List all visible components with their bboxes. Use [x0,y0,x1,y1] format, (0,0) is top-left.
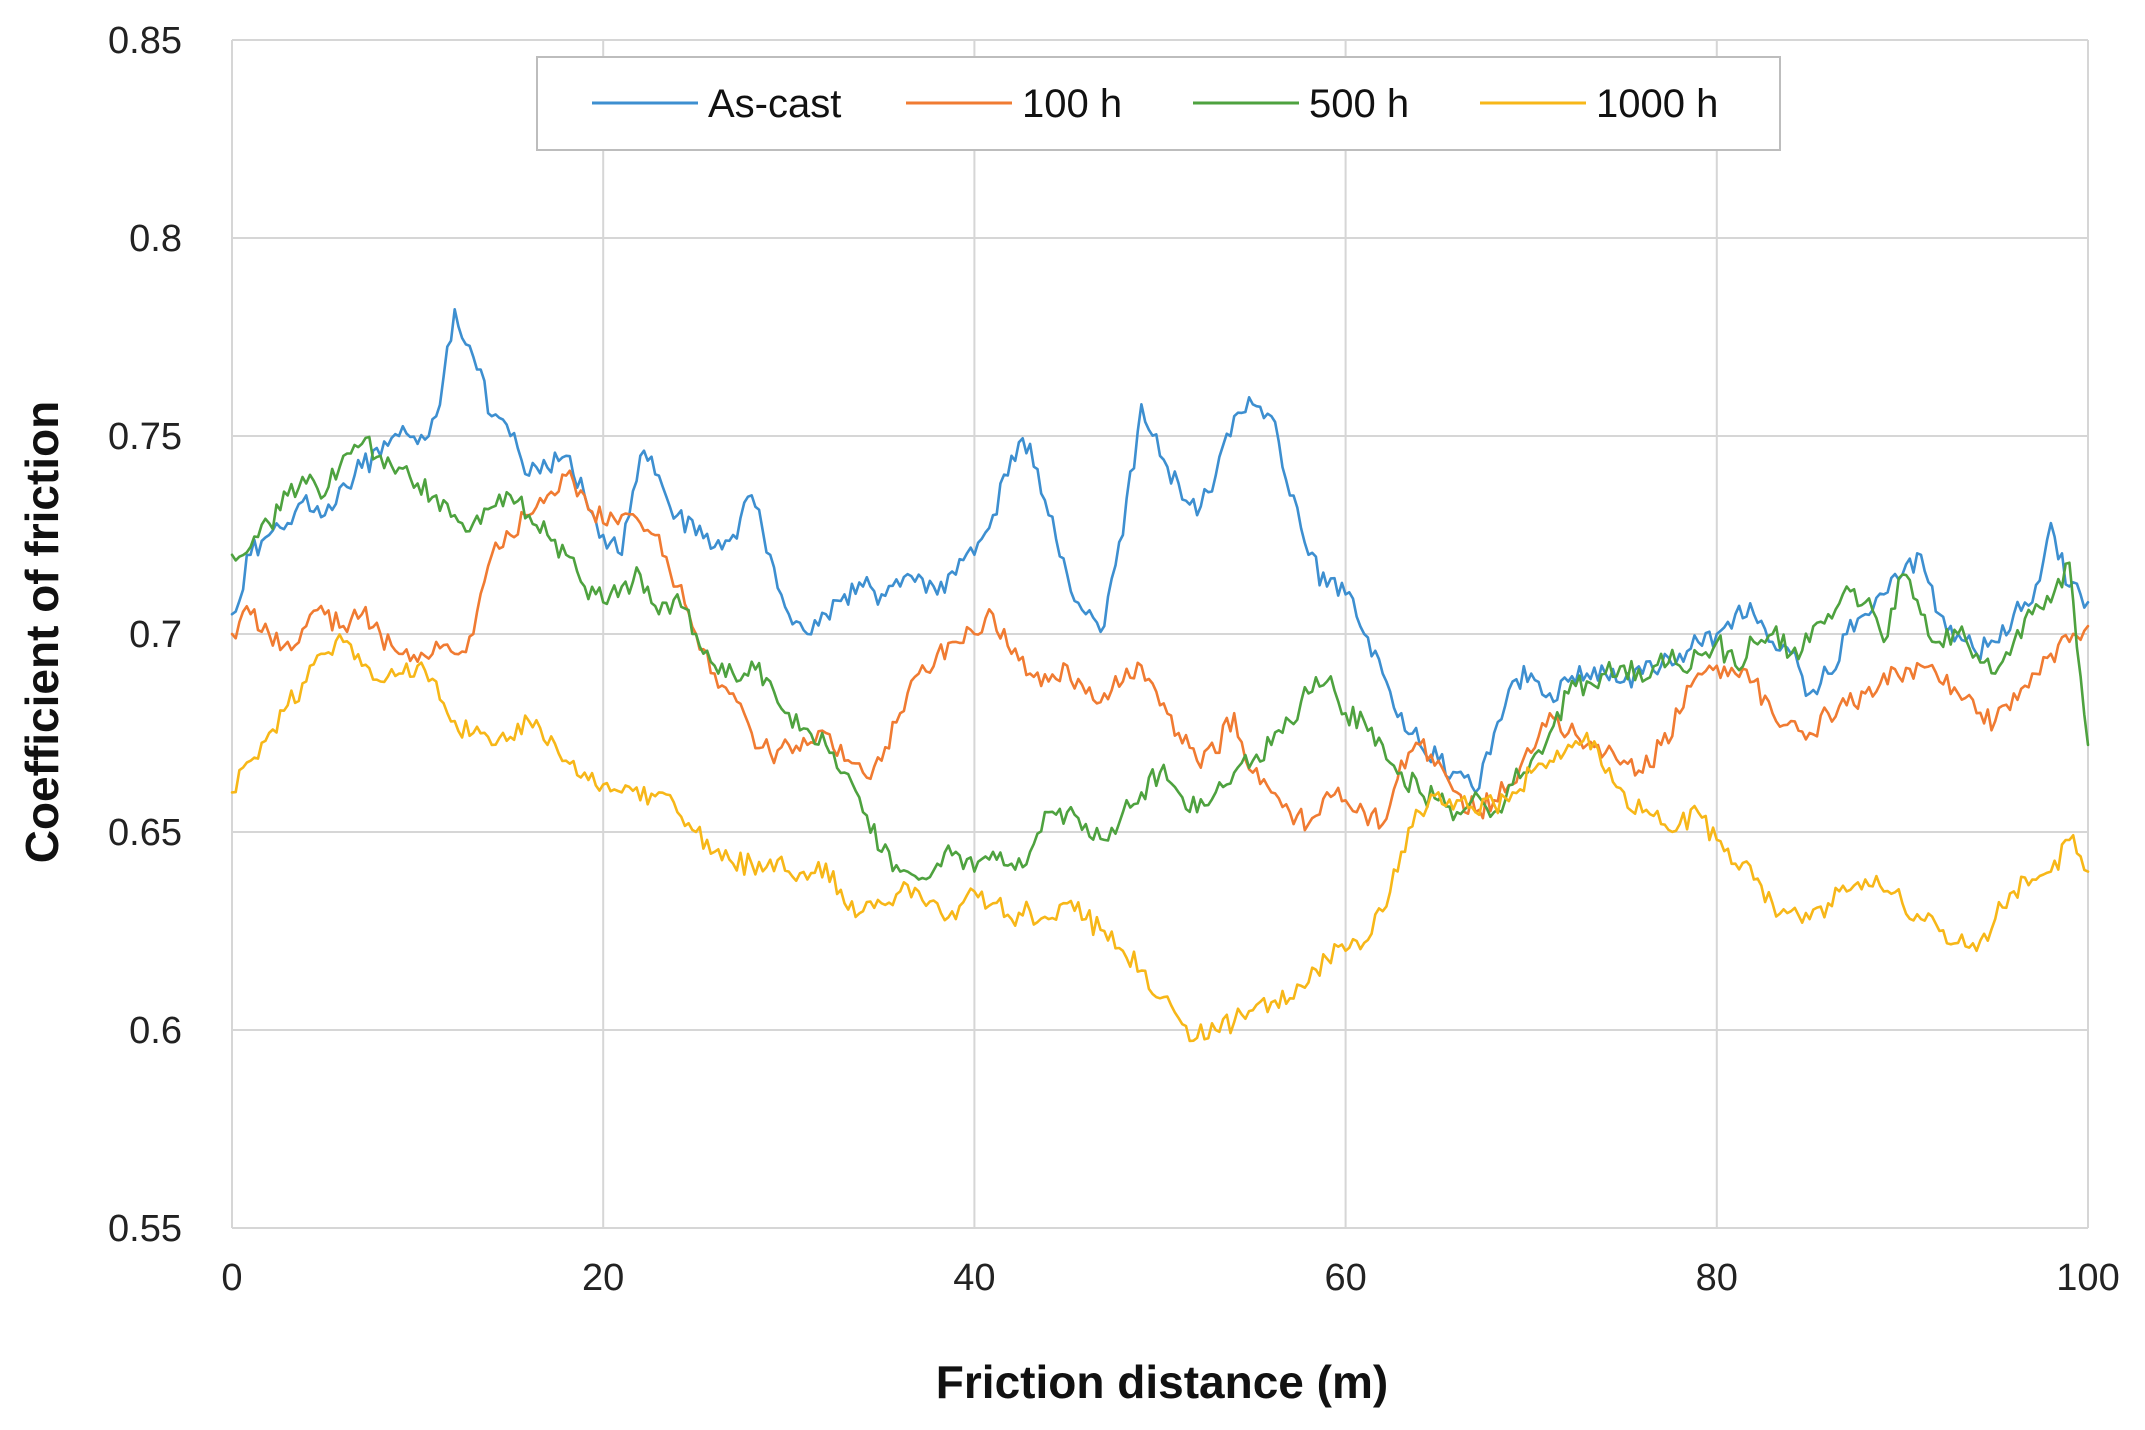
series-line-100-h [230,469,2090,832]
y-axis-tick-labels: 0.55 0.6 0.65 0.7 0.75 0.8 0.85 [108,20,182,1250]
y-tick-label-0-6: 0.6 [129,1010,182,1052]
y-tick-label-0-55: 0.55 [108,1208,182,1250]
y-tick-label-0-85: 0.85 [108,20,182,62]
legend-label-as-cast: As-cast [708,82,841,126]
series-line-500-h [230,435,2090,881]
legend-entries: As-cast 100 h 500 h 1000 h [592,82,1718,126]
x-tick-label-20: 20 [582,1257,624,1299]
series-line-as-cast [230,308,2090,794]
y-tick-label-0-75: 0.75 [108,416,182,458]
chart-legend: As-cast 100 h 500 h 1000 h [536,56,1781,151]
y-tick-label-0-7: 0.7 [129,614,182,656]
x-axis-tick-labels: 0 20 40 60 80 100 [221,1257,2119,1299]
x-tick-label-60: 60 [1324,1257,1366,1299]
legend-label-1000-h: 1000 h [1596,82,1718,126]
x-tick-label-100: 100 [2056,1257,2119,1299]
y-axis-title: Coefficient of friction [16,401,68,864]
series-line-1000-h [230,633,2090,1043]
legend-label-500-h: 500 h [1309,82,1409,126]
x-tick-label-40: 40 [953,1257,995,1299]
legend-label-100-h: 100 h [1022,82,1122,126]
y-tick-label-0-8: 0.8 [129,218,182,260]
x-tick-label-0: 0 [221,1257,242,1299]
series-lines [230,308,2090,1043]
y-tick-label-0-65: 0.65 [108,812,182,854]
x-tick-label-80: 80 [1696,1257,1738,1299]
x-axis-title: Friction distance (m) [936,1356,1388,1408]
